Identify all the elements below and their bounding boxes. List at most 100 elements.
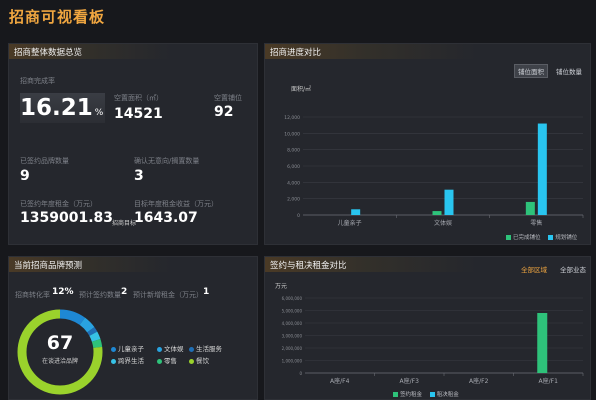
legend-decided-rent: 租决租金 xyxy=(436,392,459,398)
vacant-units-value: 92 xyxy=(214,104,234,120)
legend-dot xyxy=(111,358,116,364)
y-tick-label: 12,000 xyxy=(284,115,300,121)
brand-donut-chart xyxy=(17,309,103,395)
y-tick-label: 2,000,000 xyxy=(282,346,303,351)
completion-rate-unit: % xyxy=(94,108,104,118)
overview-panel-header xyxy=(9,44,257,59)
legend-swatch-signed-rent xyxy=(393,392,398,397)
y-tick-label: 0 xyxy=(299,371,302,376)
forecast-panel-title: 当前招商品牌预测 xyxy=(14,261,83,271)
vacant-area-value: 14521 xyxy=(114,106,163,122)
y-tick-label: 6,000 xyxy=(287,164,300,170)
x-tick-label: 儿童亲子 xyxy=(338,219,362,227)
progress-unit-label: 面积/㎡ xyxy=(291,86,312,93)
legend-signed-rent: 签约租金 xyxy=(400,392,423,398)
bar-series-1 xyxy=(537,313,548,373)
conversion-value: 12% xyxy=(52,287,74,297)
confirmed-value: 3 xyxy=(134,168,144,184)
donut-segment xyxy=(17,309,103,395)
bar-series-2 xyxy=(537,123,547,215)
target-rent-label: 目标年度租金收益（万元） xyxy=(134,200,218,208)
x-tick-label: 文体娱 xyxy=(434,219,452,227)
signed-brands-label: 已签约品牌数量 xyxy=(20,157,69,165)
y-tick-label: 4,000 xyxy=(287,180,300,186)
bar-series-1 xyxy=(525,201,535,215)
donut-legend-label: 零售 xyxy=(164,357,177,365)
donut-legend-item: 生活服务 xyxy=(189,343,222,353)
legend-swatch-decided-rent xyxy=(429,392,435,397)
donut-legend-item: 跨界生活 xyxy=(111,355,144,365)
donut-legend-label: 跨界生活 xyxy=(118,357,144,365)
progress-chart: 0 2,000 4,000 6,000 8,000 10,000 12,000 儿童亲子 文体娱… xyxy=(284,115,584,227)
tab-area[interactable]: 铺位面积 xyxy=(514,64,548,78)
donut-legend-item: 餐饮 xyxy=(189,355,209,365)
legend-dot xyxy=(157,346,162,352)
y-tick-label: 3,000,000 xyxy=(282,334,303,339)
app-title: 招商可视看板 xyxy=(9,8,106,26)
donut-legend-label: 文体娱 xyxy=(164,345,184,353)
donut-legend-item: 零售 xyxy=(157,355,177,365)
overview-panel: 招商整体数据总览 招商完成率 16.21% 空置面积（㎡） 14521 空置铺位… xyxy=(8,43,258,245)
expected-signed-label: 预计签约数量 xyxy=(79,291,121,299)
x-tick-label: A座/F2 xyxy=(469,377,489,385)
y-tick-label: 4,000,000 xyxy=(282,321,303,326)
y-tick-label: 5,000,000 xyxy=(282,309,303,314)
legend-completed: 已完成铺位 xyxy=(513,235,541,241)
donut-legend-label: 儿童亲子 xyxy=(118,345,144,353)
legend-dot xyxy=(189,358,194,364)
x-tick-label: A座/F1 xyxy=(539,377,559,385)
rent-legend: 签约租金 租决租金 xyxy=(393,390,459,398)
target-rent-value: 1643.07 xyxy=(134,210,198,226)
legend-swatch-planned xyxy=(548,235,554,240)
rent-panel-header xyxy=(265,257,590,272)
progress-legend: 已完成铺位 规划铺位 xyxy=(506,233,577,241)
x-tick-label: A座/F4 xyxy=(330,377,350,385)
signed-rent-value: 1359001.83 xyxy=(20,210,113,226)
rent-unit-label: 万元 xyxy=(275,283,288,290)
legend-planned: 规划铺位 xyxy=(555,235,578,241)
bar-series-2 xyxy=(444,189,454,215)
y-tick-label: 1,000,000 xyxy=(282,359,303,364)
donut-center-label: 在谈进洽品牌 xyxy=(41,358,78,365)
tab-all-regions[interactable]: 全部区域 xyxy=(521,266,547,274)
rent-panel-title: 签约与租决租金对比 xyxy=(270,261,347,271)
tab-count[interactable]: 铺位数量 xyxy=(556,68,582,76)
conversion-label: 招商转化率 xyxy=(15,291,50,299)
donut-legend-label: 餐饮 xyxy=(196,357,209,365)
signed-rent-label: 已签约年度租金（万元） xyxy=(20,200,97,208)
donut-legend-item: 文体娱 xyxy=(157,343,184,353)
legend-dot xyxy=(157,358,162,364)
bar-series-2 xyxy=(351,209,361,215)
target-rent-prefix: 招商目标 xyxy=(112,220,137,227)
y-tick-label: 8,000 xyxy=(287,148,300,154)
y-tick-label: 2,000 xyxy=(287,197,300,203)
progress-panel-title: 招商进度对比 xyxy=(270,48,322,58)
completion-rate-label: 招商完成率 xyxy=(20,77,55,85)
x-tick-label: 零售 xyxy=(530,219,542,227)
completion-rate-value: 16.21% xyxy=(20,95,103,121)
progress-panel: 招商进度对比 铺位面积 铺位数量 面积/㎡ 0 2,000 4,000 6,000 8,… xyxy=(264,43,591,245)
donut-hole xyxy=(27,319,93,385)
donut-legend-label: 生活服务 xyxy=(196,345,222,353)
expected-rent-value: 1 xyxy=(203,287,210,297)
forecast-panel-header xyxy=(9,257,257,272)
expected-signed-value: 2 xyxy=(121,287,128,297)
bar-series-1 xyxy=(432,211,442,215)
donut-center-value: 67 xyxy=(46,332,74,354)
rent-chart: 0 1,000,000 2,000,000 3,000,000 4,000,000 5,0… xyxy=(282,296,584,385)
y-tick-label: 6,000,000 xyxy=(282,296,303,301)
completion-rate-box xyxy=(20,93,105,123)
legend-swatch-completed xyxy=(506,235,511,240)
legend-dot xyxy=(189,346,194,352)
y-tick-label: 0 xyxy=(297,213,300,219)
expected-rent-label: 预计新增租金（万元） xyxy=(133,291,203,299)
vacant-units-label: 空置铺位 xyxy=(214,94,242,102)
overview-panel-title: 招商整体数据总览 xyxy=(14,48,83,58)
donut-legend-item: 儿童亲子 xyxy=(111,343,144,353)
legend-dot xyxy=(111,346,116,352)
x-tick-label: A座/F3 xyxy=(400,377,420,385)
forecast-panel: 当前招商品牌预测 招商转化率 12% 预计签约数量 2 预计新增租金（万元） 1… xyxy=(8,256,258,400)
completion-rate-number: 16.21 xyxy=(20,95,93,121)
tab-all-formats[interactable]: 全部业态 xyxy=(560,266,586,274)
vacant-area-label: 空置面积（㎡） xyxy=(114,94,163,102)
